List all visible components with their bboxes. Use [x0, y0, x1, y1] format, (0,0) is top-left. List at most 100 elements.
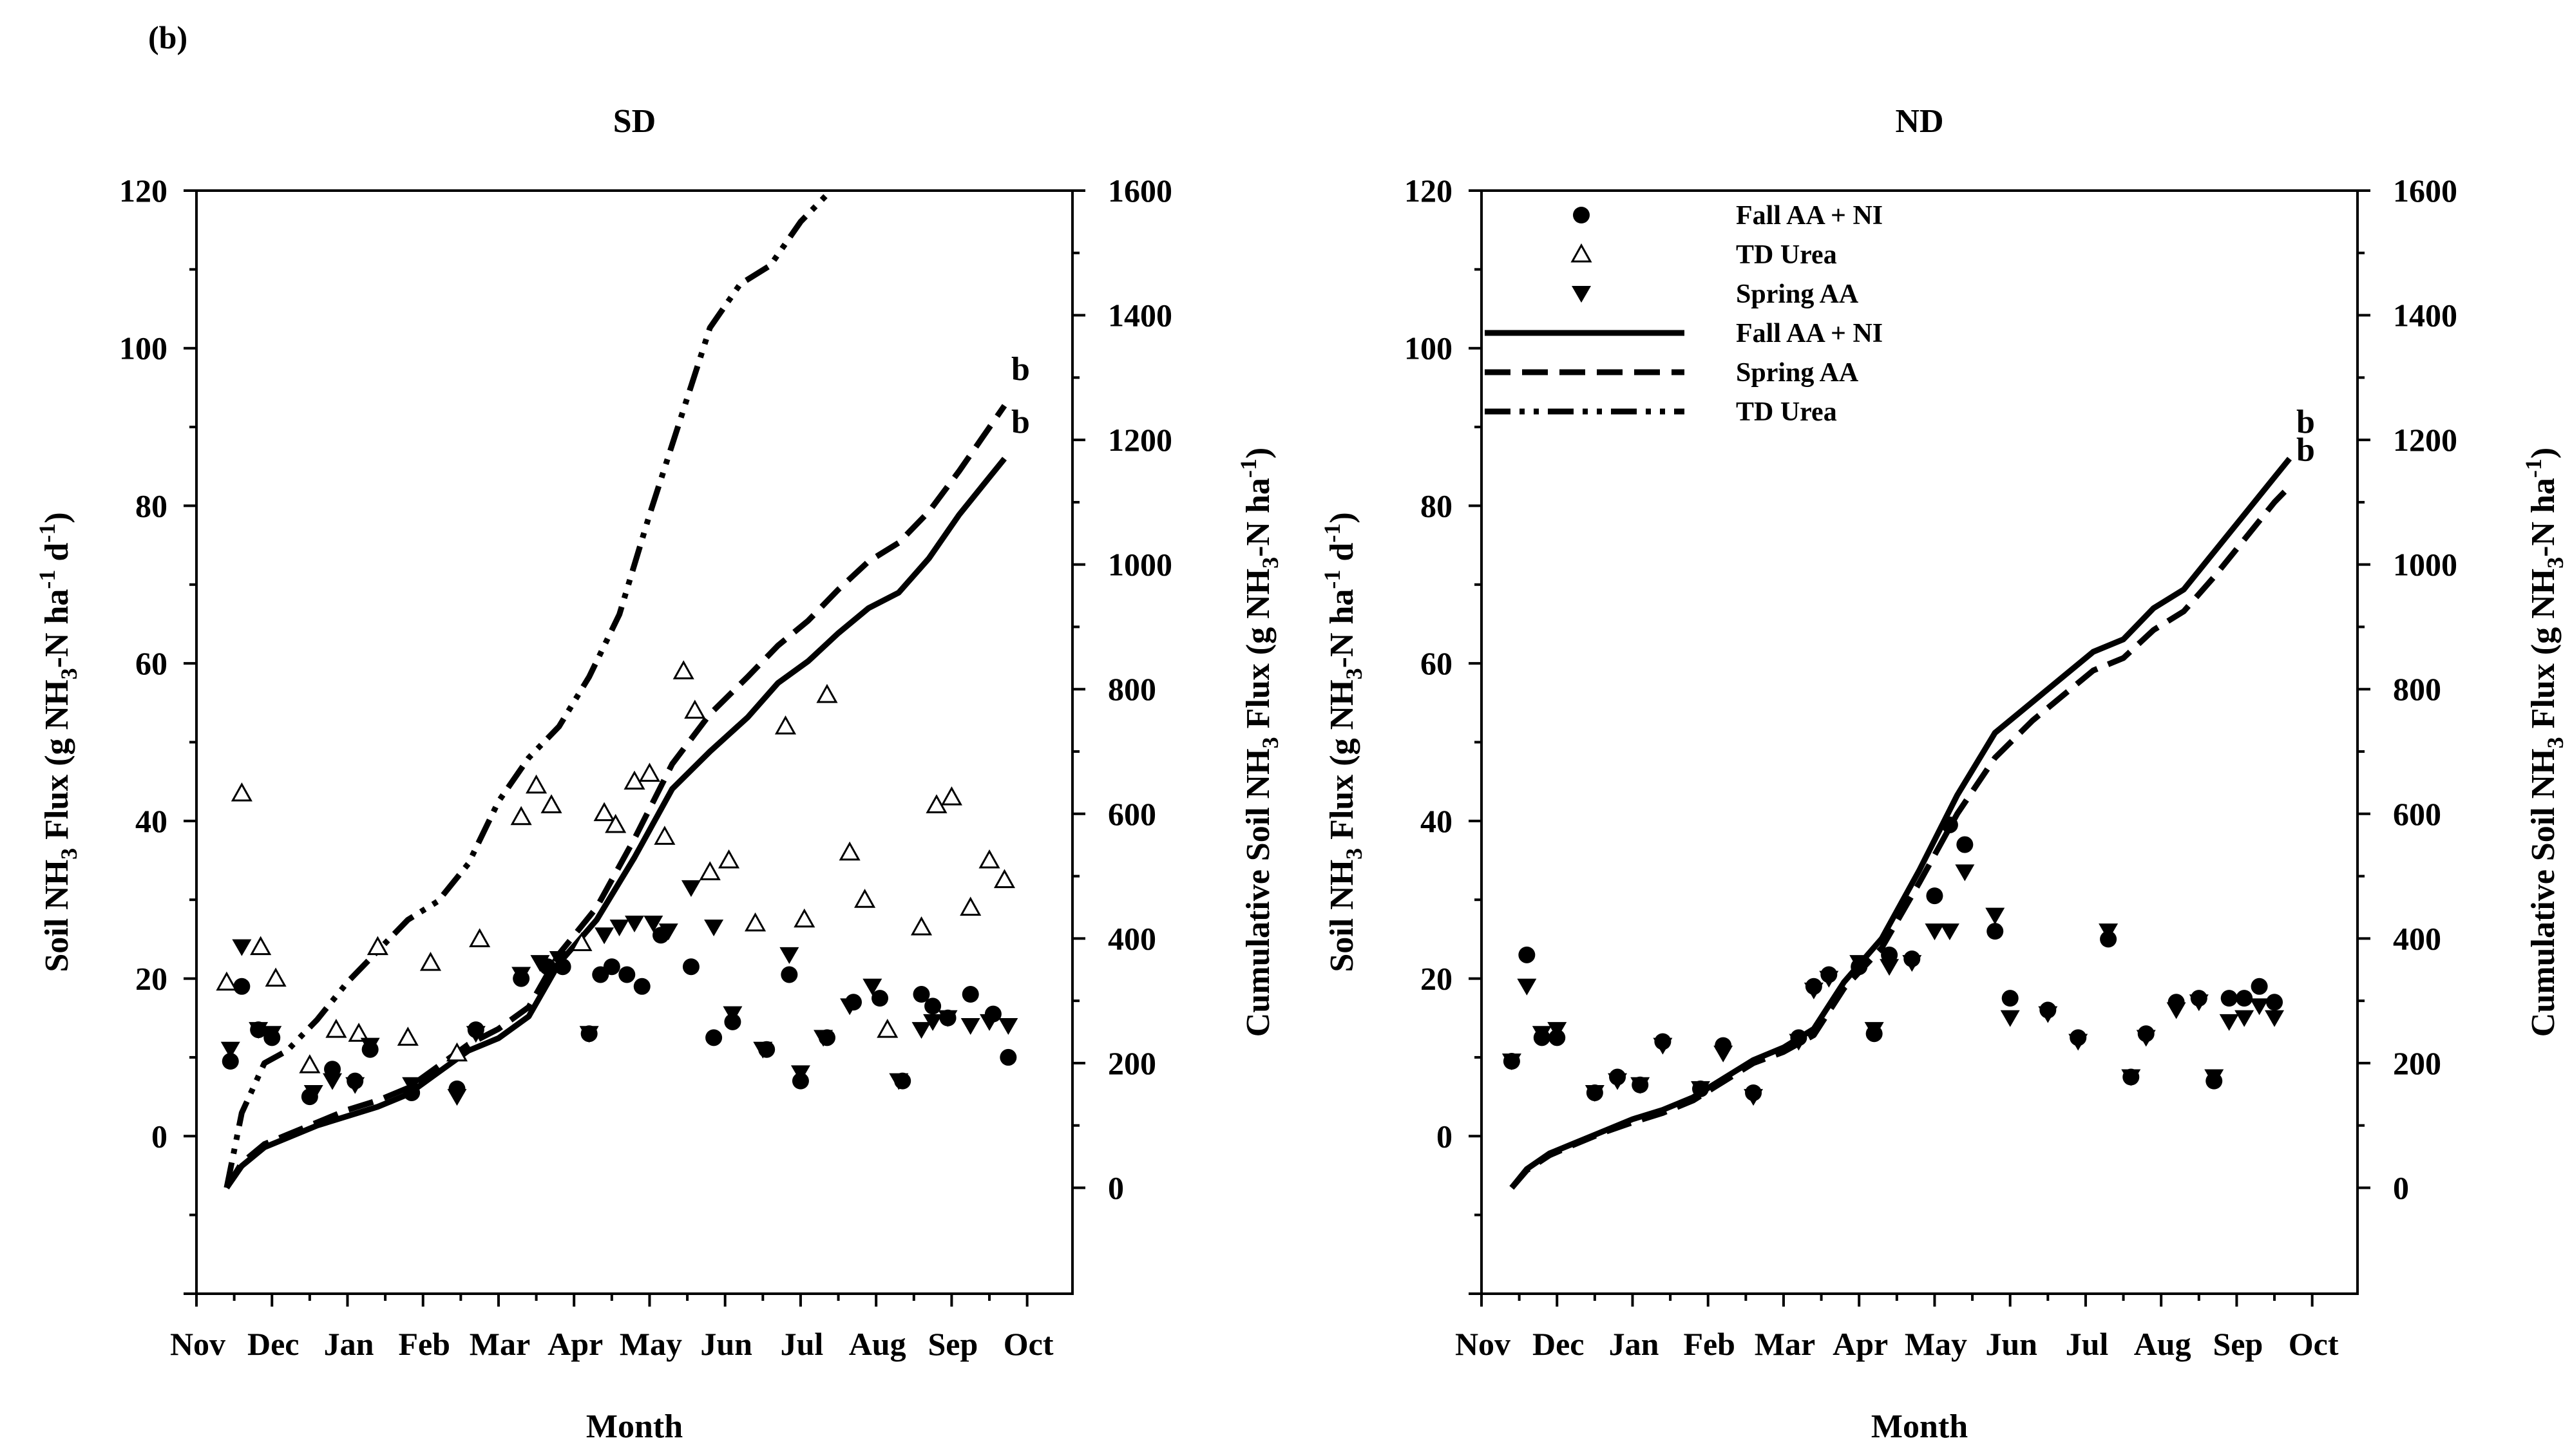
sd-point-td-urea: [571, 932, 593, 952]
sd-panel-title: SD: [613, 103, 656, 140]
y2-tick-label: 1600: [2393, 173, 2457, 209]
sd-point-spring-aa: [447, 1089, 467, 1106]
nd-point-spring-aa: [1849, 955, 1869, 972]
nd-panel-title: ND: [1895, 103, 1943, 140]
sd-point-td-urea: [910, 916, 933, 936]
nd-point-spring-aa: [1864, 1022, 1884, 1039]
nd-point-spring-aa: [1653, 1037, 1673, 1055]
nd-point-spring-aa: [1630, 1077, 1650, 1094]
axis-title-part: -N ha: [39, 589, 75, 668]
x-tick-label: Feb: [398, 1326, 450, 1362]
sd-point-fall-aa-ni: [633, 978, 651, 995]
nd-point-spring-aa: [2099, 923, 2119, 941]
nd-series-fall-aa-ni: [1503, 816, 2283, 1101]
sd-point-spring-aa: [998, 1017, 1018, 1035]
sd-point-spring-aa: [511, 967, 531, 984]
sd-point-td-urea: [926, 794, 948, 813]
nd-point-fall-aa-ni: [1941, 816, 1958, 833]
x-tick-label: Oct: [2289, 1326, 2339, 1362]
nd-point-spring-aa: [1691, 1081, 1710, 1098]
sd-point-fall-aa-ni: [962, 986, 979, 1003]
legend: Fall AA + NI TD Urea Spring AA Fall AA + NI…: [1485, 201, 1883, 427]
axis-title-part: Cumulative Soil NH: [1240, 748, 1277, 1037]
x-tick-label: Nov: [1455, 1326, 1510, 1362]
sd-point-td-urea: [672, 660, 694, 679]
axis-title-part: 3: [2542, 737, 2568, 748]
nd-point-spring-aa: [2249, 998, 2269, 1016]
x-tick-label: Jan: [324, 1326, 374, 1362]
x-tick-label: Dec: [1532, 1326, 1585, 1362]
nd-point-spring-aa: [1713, 1045, 1733, 1063]
sd-point-td-urea: [526, 774, 548, 794]
nd-line-spring-aa: [1509, 484, 2292, 1190]
sd-point-spring-aa: [625, 915, 644, 932]
nd-point-spring-aa: [1585, 1084, 1605, 1102]
panel-nd: ND Nov Dec Jan Feb Mar Apr May Jun Jul Aug Sep Oct Mo…: [1319, 103, 2568, 1445]
y2-tick-label: 1200: [1108, 422, 1172, 458]
nd-point-fall-aa-ni: [1926, 887, 1943, 905]
nd-point-fall-aa-ni: [1956, 836, 1974, 853]
nd-point-spring-aa: [1955, 864, 1975, 882]
axis-title-part: 3: [56, 848, 82, 860]
legend-marker-spring-aa: [1572, 286, 1591, 303]
sd-point-spring-aa: [938, 1010, 958, 1027]
y2-tick-label: 600: [1108, 796, 1156, 832]
sd-point-td-urea: [993, 869, 1016, 889]
sd-point-spring-aa: [790, 1065, 810, 1083]
x-tick-label: May: [620, 1326, 682, 1362]
sd-point-spring-aa: [323, 1073, 343, 1090]
y2-tick-label: 600: [2393, 796, 2441, 832]
y-tick-label: 40: [135, 803, 167, 839]
sd-y-axis-title: Soil NH3 Flux (g NH3-N ha-1 d-1): [34, 512, 82, 972]
axis-title-part: -1: [2520, 459, 2546, 478]
axis-title-part: Soil NH: [1324, 860, 1360, 972]
sd-point-td-urea: [699, 861, 721, 880]
x-tick-label: Jun: [1985, 1326, 2037, 1362]
x-tick-label: Sep: [928, 1326, 978, 1362]
axis-title-part: Soil NH: [39, 860, 75, 972]
sd-point-spring-aa: [814, 1030, 834, 1047]
legend-label-fall-aa-ni: Fall AA + NI: [1736, 201, 1883, 231]
axis-title-part: -N ha: [1240, 478, 1277, 557]
x-tick-label: Aug: [849, 1326, 906, 1362]
sd-point-fall-aa-ni: [682, 958, 700, 976]
sd-point-td-urea: [854, 889, 876, 908]
sd-point-td-urea: [469, 928, 491, 947]
axis-title-part: d: [1324, 543, 1360, 570]
sd-point-td-urea: [624, 770, 645, 790]
sd-point-fall-aa-ni: [924, 997, 942, 1015]
sd-point-spring-aa: [220, 1041, 240, 1059]
sd-point-td-urea: [794, 908, 815, 928]
x-tick-label: Mar: [1755, 1326, 1815, 1362]
nd-point-fall-aa-ni: [2266, 994, 2283, 1011]
sd-point-spring-aa: [704, 920, 724, 937]
x-tick-label: Apr: [1833, 1326, 1888, 1362]
sd-point-td-urea: [216, 971, 238, 991]
y-tick-label: 100: [119, 330, 167, 366]
sd-significance-spring-aa: b: [1011, 351, 1030, 388]
legend-label-spring-aa: Spring AA: [1736, 279, 1859, 309]
nd-point-fall-aa-ni: [2251, 978, 2268, 995]
nd-point-spring-aa: [2121, 1069, 2141, 1086]
sd-plot-area: [216, 191, 1018, 1190]
x-tick-label: Aug: [2134, 1326, 2191, 1362]
sd-line-td-urea: [224, 191, 835, 1189]
y-tick-label: 0: [151, 1118, 167, 1154]
y2-tick-label: 400: [2393, 920, 2441, 956]
y2-tick-label: 800: [1108, 671, 1156, 707]
y2-tick-label: 0: [1108, 1169, 1124, 1205]
sd-point-td-urea: [718, 849, 740, 869]
sd-point-spring-aa: [643, 915, 663, 932]
panel-sd: SD Nov Dec Jan Feb Mar Apr May Jun Jul Aug Sep Oct Mo…: [34, 103, 1283, 1445]
nd-point-spring-aa: [2166, 1002, 2186, 1019]
sd-point-spring-aa: [345, 1077, 365, 1094]
sd-point-spring-aa: [595, 927, 614, 945]
nd-point-spring-aa: [1819, 970, 1839, 988]
sd-point-td-urea: [348, 1023, 370, 1042]
sd-point-spring-aa: [923, 1014, 943, 1031]
sd-point-spring-aa: [862, 978, 882, 996]
sd-point-td-urea: [446, 1042, 468, 1062]
y-tick-label: 40: [1420, 803, 1453, 839]
nd-point-spring-aa: [1880, 959, 1900, 976]
